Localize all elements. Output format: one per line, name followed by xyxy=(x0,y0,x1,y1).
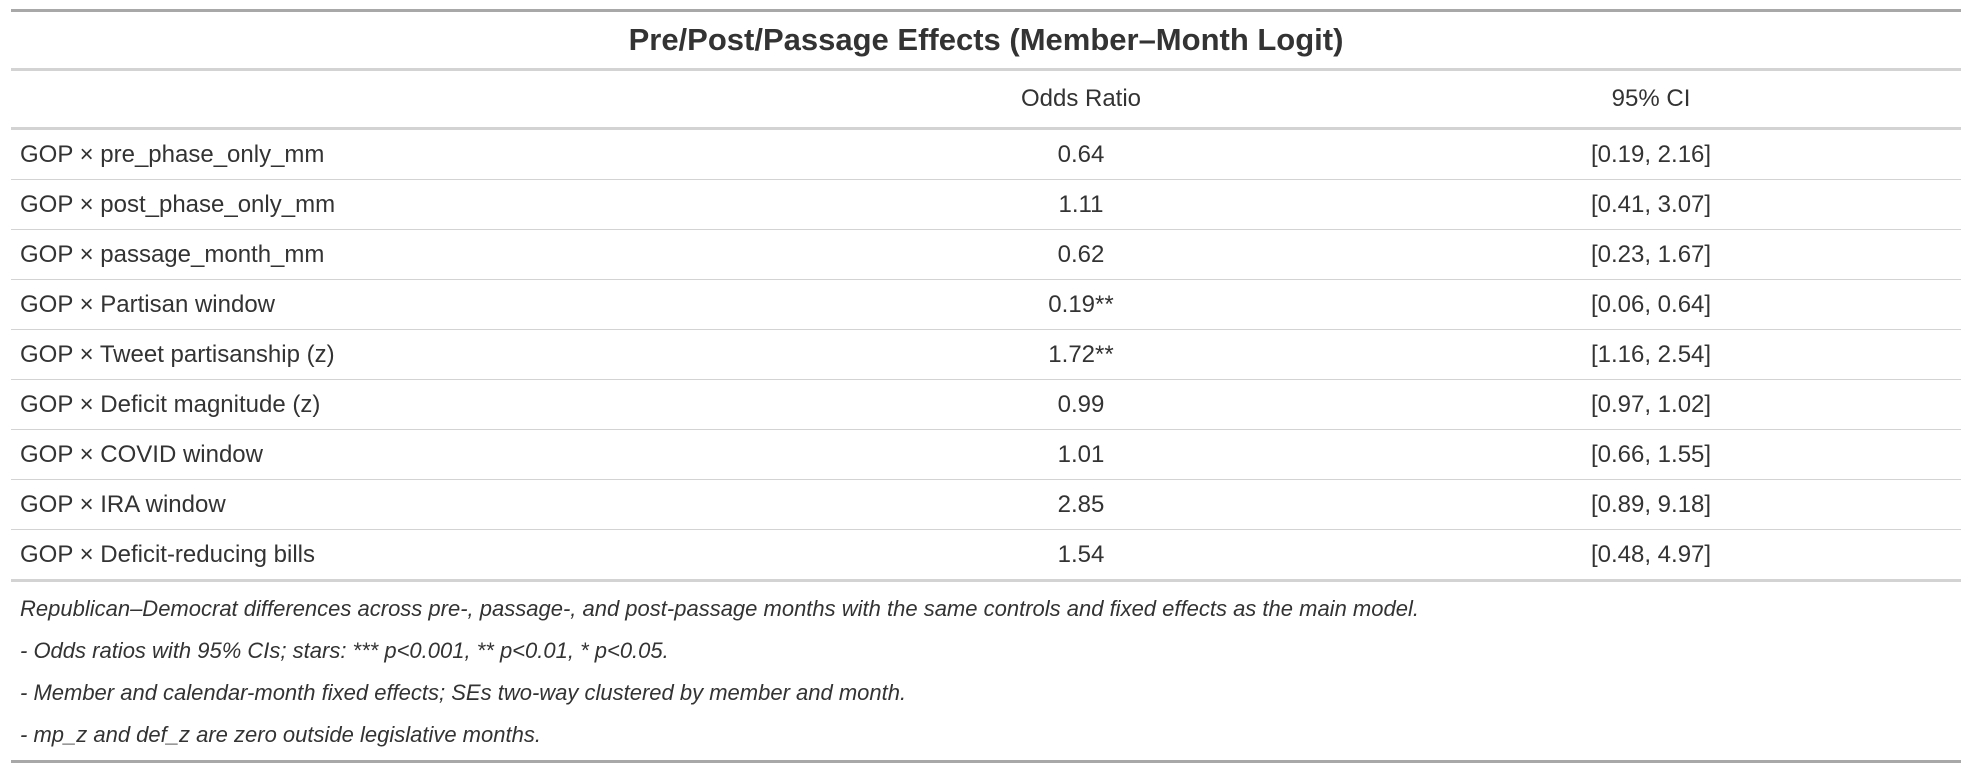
row-ci: [0.89, 9.18] xyxy=(1341,479,1962,530)
table-title-row: Pre/Post/Passage Effects (Member–Month L… xyxy=(11,9,1962,71)
row-ci: [0.19, 2.16] xyxy=(1590,140,1712,168)
table-row: GOP × post_phase_only_mm 1.11 [0.41, 3.0… xyxy=(11,179,1962,230)
row-ci: [0.97, 1.02] xyxy=(1341,379,1962,430)
table-note: - Odds ratios with 95% CIs; stars: *** p… xyxy=(20,638,669,663)
row-odds-ratio: 1.72** xyxy=(821,329,1341,380)
row-term: GOP × Deficit-reducing bills xyxy=(11,529,821,582)
results-table: Pre/Post/Passage Effects (Member–Month L… xyxy=(11,9,1962,582)
row-term: GOP × Partisan window xyxy=(11,279,821,330)
row-odds-ratio: 0.62 xyxy=(821,229,1341,280)
table-note: Republican–Democrat differences across p… xyxy=(20,596,1419,621)
column-header-odds-ratio: Odds Ratio xyxy=(821,69,1341,130)
table-row: GOP × Tweet partisanship (z) 1.72** [1.1… xyxy=(11,329,1962,380)
column-header-term xyxy=(11,69,821,130)
row-term: GOP × pre_phase_only_mm xyxy=(20,140,325,168)
row-term: GOP × Tweet partisanship (z) xyxy=(11,329,821,380)
row-odds-ratio: 0.64 xyxy=(1057,140,1105,168)
row-odds-ratio: 1.54 xyxy=(821,529,1341,582)
row-odds-ratio: 0.19** xyxy=(821,279,1341,330)
table-note: - mp_z and def_z are zero outside legisl… xyxy=(20,722,541,747)
table-row: GOP × COVID window 1.01 [0.66, 1.55] xyxy=(11,429,1962,480)
row-ci: [0.23, 1.67] xyxy=(1341,229,1962,280)
row-term: GOP × post_phase_only_mm xyxy=(11,179,821,230)
row-odds-ratio: 0.99 xyxy=(821,379,1341,430)
table-note: - Member and calendar-month fixed effect… xyxy=(20,680,907,705)
table-title: Pre/Post/Passage Effects (Member–Month L… xyxy=(11,9,1962,71)
row-term: GOP × COVID window xyxy=(11,429,821,480)
row-ci: [0.48, 4.97] xyxy=(1341,529,1962,582)
row-term: GOP × IRA window xyxy=(11,479,821,530)
row-term: GOP × Deficit magnitude (z) xyxy=(11,379,821,430)
row-odds-ratio: 2.85 xyxy=(821,479,1341,530)
column-header-row: Odds Ratio 95% CI xyxy=(11,69,1962,130)
table-notes: Republican–Democrat differences across p… xyxy=(11,582,1961,763)
row-term: GOP × passage_month_mm xyxy=(11,229,821,280)
row-ci: [0.41, 3.07] xyxy=(1341,179,1962,230)
table-row: GOP × Deficit-reducing bills 1.54 [0.48,… xyxy=(11,529,1962,582)
results-table-container: Pre/Post/Passage Effects (Member–Month L… xyxy=(11,9,1962,763)
table-row: GOP × IRA window 2.85 [0.89, 9.18] xyxy=(11,479,1962,530)
row-odds-ratio: 1.01 xyxy=(821,429,1341,480)
table-row: GOP × Deficit magnitude (z) 0.99 [0.97, … xyxy=(11,379,1962,430)
column-header-ci: 95% CI xyxy=(1341,69,1962,130)
row-ci: [1.16, 2.54] xyxy=(1341,329,1962,380)
row-ci: [0.66, 1.55] xyxy=(1341,429,1962,480)
table-row: GOP × passage_month_mm 0.62 [0.23, 1.67] xyxy=(11,229,1962,280)
row-odds-ratio: 1.11 xyxy=(821,179,1341,230)
row-ci: [0.06, 0.64] xyxy=(1341,279,1962,330)
table-row: GOP × pre_phase_only_mm 0.64 [0.19, 2.16… xyxy=(11,129,1961,180)
table-row: GOP × Partisan window 0.19** [0.06, 0.64… xyxy=(11,279,1962,330)
